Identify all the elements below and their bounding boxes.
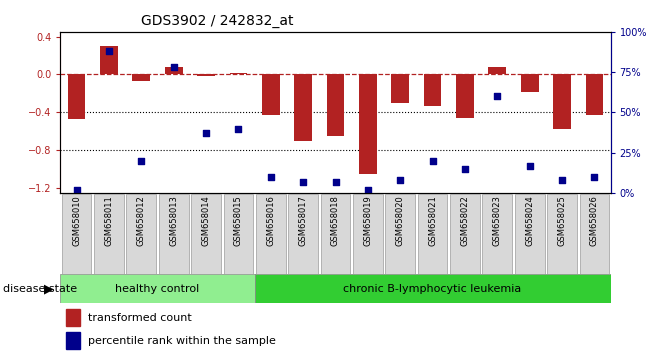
Text: GSM658019: GSM658019 [364, 195, 372, 246]
Point [103, 48, 114, 54]
Bar [359, 74, 377, 174]
FancyBboxPatch shape [289, 194, 318, 274]
Bar [66, 332, 80, 349]
Text: GSM658025: GSM658025 [558, 195, 566, 246]
FancyBboxPatch shape [450, 194, 480, 274]
Bar [229, 73, 248, 74]
Point [168, 64, 179, 70]
Text: GSM658020: GSM658020 [396, 195, 405, 246]
FancyBboxPatch shape [353, 194, 382, 274]
Text: GSM658011: GSM658011 [105, 195, 113, 246]
Text: chronic B-lymphocytic leukemia: chronic B-lymphocytic leukemia [344, 284, 522, 293]
Text: GSM658014: GSM658014 [201, 195, 211, 246]
Point [460, 166, 470, 172]
Text: GSM658023: GSM658023 [493, 195, 502, 246]
FancyBboxPatch shape [515, 194, 545, 274]
Point [71, 187, 82, 193]
Bar [586, 74, 603, 115]
Bar [521, 74, 539, 92]
Point [362, 187, 373, 193]
Bar [294, 74, 312, 141]
Text: GSM658018: GSM658018 [331, 195, 340, 246]
Bar [66, 309, 80, 326]
Point [557, 177, 568, 183]
Text: GSM658022: GSM658022 [460, 195, 470, 246]
Text: GSM658017: GSM658017 [299, 195, 307, 246]
Text: ▶: ▶ [44, 282, 54, 295]
Text: GDS3902 / 242832_at: GDS3902 / 242832_at [141, 14, 293, 28]
Text: GSM658016: GSM658016 [266, 195, 275, 246]
Bar [262, 74, 280, 115]
FancyBboxPatch shape [223, 194, 253, 274]
Text: disease state: disease state [3, 284, 77, 293]
FancyBboxPatch shape [62, 194, 91, 274]
FancyBboxPatch shape [418, 194, 448, 274]
Point [395, 177, 405, 183]
Point [266, 174, 276, 180]
Point [136, 158, 147, 164]
Text: GSM658026: GSM658026 [590, 195, 599, 246]
FancyBboxPatch shape [547, 194, 577, 274]
Point [589, 174, 600, 180]
FancyBboxPatch shape [385, 194, 415, 274]
Bar [423, 74, 442, 106]
FancyBboxPatch shape [126, 194, 156, 274]
FancyBboxPatch shape [60, 274, 254, 303]
Point [427, 158, 438, 164]
Text: GSM658024: GSM658024 [525, 195, 534, 246]
FancyBboxPatch shape [321, 194, 350, 274]
Text: GSM658012: GSM658012 [137, 195, 146, 246]
Text: healthy control: healthy control [115, 284, 199, 293]
Text: GSM658010: GSM658010 [72, 195, 81, 246]
Bar [165, 67, 183, 74]
FancyBboxPatch shape [159, 194, 189, 274]
Point [298, 179, 309, 184]
FancyBboxPatch shape [94, 194, 124, 274]
Bar [456, 74, 474, 118]
Point [492, 93, 503, 99]
FancyBboxPatch shape [254, 274, 611, 303]
Text: percentile rank within the sample: percentile rank within the sample [88, 336, 276, 346]
Bar [132, 74, 150, 81]
Bar [327, 74, 344, 136]
Point [201, 131, 211, 136]
Bar [100, 46, 118, 74]
FancyBboxPatch shape [191, 194, 221, 274]
Point [330, 179, 341, 184]
FancyBboxPatch shape [256, 194, 286, 274]
Text: GSM658013: GSM658013 [169, 195, 178, 246]
Bar [391, 74, 409, 103]
FancyBboxPatch shape [482, 194, 512, 274]
Text: transformed count: transformed count [88, 313, 192, 322]
Text: GSM658021: GSM658021 [428, 195, 437, 246]
Point [233, 126, 244, 131]
Point [524, 163, 535, 169]
Bar [68, 74, 85, 119]
Text: GSM658015: GSM658015 [234, 195, 243, 246]
Bar [553, 74, 571, 129]
FancyBboxPatch shape [580, 194, 609, 274]
Bar [197, 74, 215, 76]
Bar [488, 67, 506, 74]
